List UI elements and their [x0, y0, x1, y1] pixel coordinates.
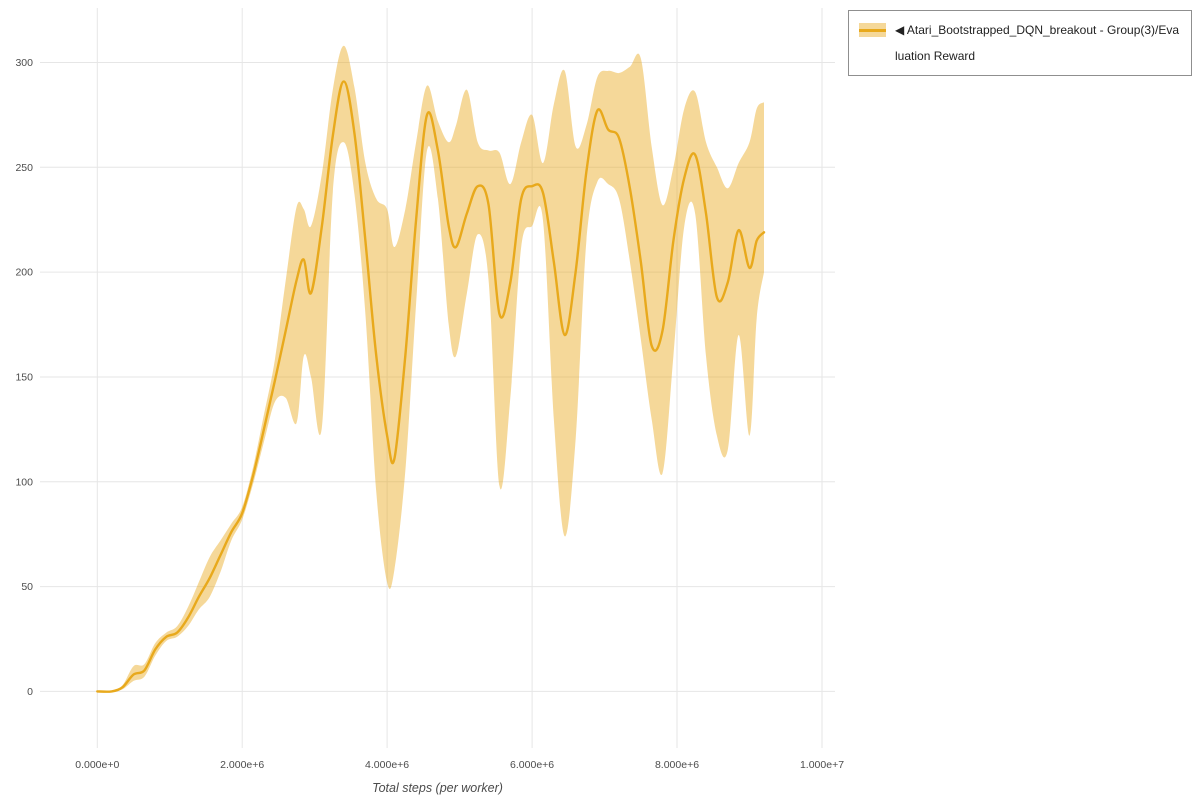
legend-label-text: Atari_Bootstrapped_DQN_breakout - Group(…: [895, 23, 1180, 63]
x-axis-title: Total steps (per worker): [372, 781, 503, 795]
y-tick-label: 150: [15, 372, 33, 384]
x-tick-label: 1.000e+7: [800, 759, 844, 771]
y-tick-label: 0: [27, 686, 33, 698]
legend-toggle-icon[interactable]: ◀: [895, 23, 905, 37]
legend-item[interactable]: ◀ Atari_Bootstrapped_DQN_breakout - Grou…: [848, 10, 1192, 76]
legend-label[interactable]: ◀ Atari_Bootstrapped_DQN_breakout - Grou…: [895, 17, 1181, 69]
x-tick-label: 0.000e+0: [75, 759, 119, 771]
legend-swatch-line-icon: [859, 28, 886, 32]
confidence-band: [97, 45, 765, 692]
x-tick-label: 2.000e+6: [220, 759, 264, 771]
y-tick-label: 300: [15, 57, 33, 69]
y-tick-label: 100: [15, 476, 33, 488]
x-tick-label: 4.000e+6: [365, 759, 409, 771]
series-line: [96, 80, 766, 693]
y-tick-label: 250: [15, 162, 33, 174]
y-tick-label: 200: [15, 267, 33, 279]
x-tick-label: 6.000e+6: [510, 759, 554, 771]
x-tick-label: 8.000e+6: [655, 759, 699, 771]
y-tick-label: 50: [21, 581, 33, 593]
legend-swatch: [859, 23, 886, 37]
